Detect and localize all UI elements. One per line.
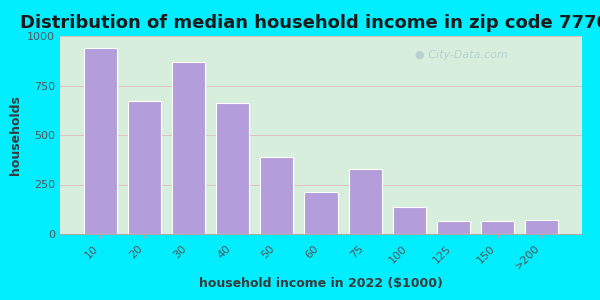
X-axis label: household income in 2022 ($1000): household income in 2022 ($1000) bbox=[199, 277, 443, 290]
Bar bbox=[260, 157, 293, 234]
Bar bbox=[216, 103, 249, 234]
Bar bbox=[128, 101, 161, 234]
Bar bbox=[481, 221, 514, 234]
Bar bbox=[172, 62, 205, 234]
Y-axis label: households: households bbox=[8, 95, 22, 175]
Bar bbox=[349, 169, 382, 234]
Title: Distribution of median household income in zip code 77703: Distribution of median household income … bbox=[20, 14, 600, 32]
Bar bbox=[84, 48, 117, 234]
Bar bbox=[437, 221, 470, 234]
Text: ● City-Data.com: ● City-Data.com bbox=[415, 50, 508, 60]
Bar bbox=[525, 220, 558, 234]
Bar bbox=[304, 192, 338, 234]
Bar bbox=[393, 207, 426, 234]
